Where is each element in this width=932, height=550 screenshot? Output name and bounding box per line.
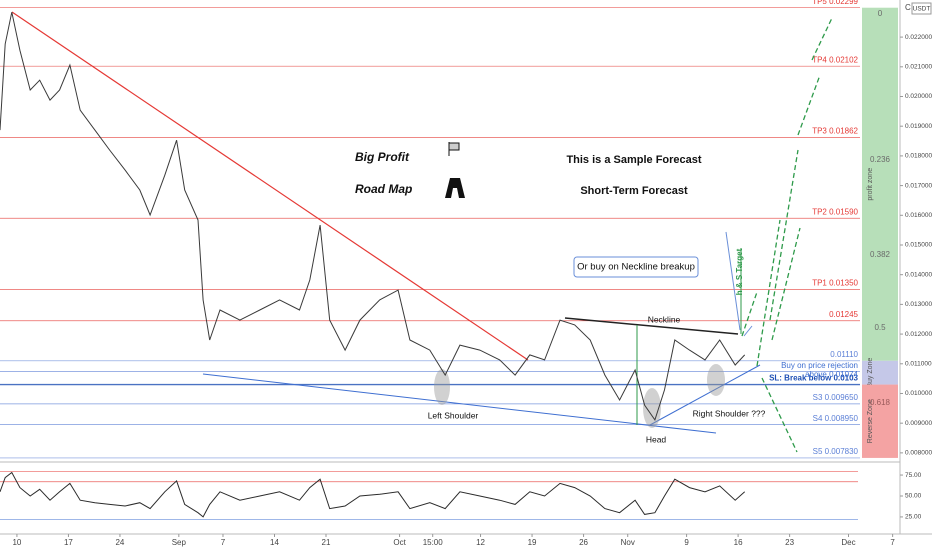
level-label: S3 0.009650 xyxy=(813,393,859,402)
y-tick-label: 75.00 xyxy=(905,472,922,479)
level-label: TP4 0.02102 xyxy=(812,55,858,64)
annotation: This is a Sample Forecast xyxy=(566,154,701,166)
level-label: TP1 0.01350 xyxy=(812,279,858,288)
x-tick-label: 16 xyxy=(734,538,743,547)
level-label: S4 0.008950 xyxy=(813,414,859,423)
x-tick-label: 12 xyxy=(476,538,485,547)
x-tick-label: 9 xyxy=(684,538,689,547)
x-tick-label: Nov xyxy=(621,538,635,547)
forecast-arrows xyxy=(741,17,833,453)
y-tick-label: 0.014000 xyxy=(905,271,932,278)
fib-label: 0.5 xyxy=(874,323,886,332)
level-label: 0.01110 xyxy=(830,350,858,359)
x-tick-label: 10 xyxy=(12,538,21,547)
y-tick-label: 0.021000 xyxy=(905,64,932,71)
price-plot: 0.008000 0.009000 0.010000 0.011000 0.012000… xyxy=(0,12,932,547)
right-shoulder-shape xyxy=(707,364,725,396)
y-tick-label: 25.00 xyxy=(905,514,922,521)
left-shoulder-shape xyxy=(434,369,450,405)
x-tick-label: 15:00 xyxy=(423,538,444,547)
currency-label: C xyxy=(905,3,911,12)
x-tick-label: 21 xyxy=(322,538,331,547)
annotation: Right Shoulder ??? xyxy=(693,408,766,418)
y-tick-label: 0.016000 xyxy=(905,212,932,219)
x-tick-label: 17 xyxy=(64,538,73,547)
levels: TP5 0.02299 TP4 0.02102 TP3 0.01862 TP2 0.0… xyxy=(0,0,860,459)
neckline xyxy=(564,317,739,335)
x-tick-label: 26 xyxy=(579,538,588,547)
annotation: Short-Term Forecast xyxy=(580,185,688,197)
fib-label: 0.236 xyxy=(870,155,891,164)
annotation: Road Map xyxy=(355,182,412,196)
x-tick-label: 19 xyxy=(528,538,537,547)
road-icon xyxy=(445,178,465,198)
x-tick-label: 24 xyxy=(115,538,124,547)
downtrend-line xyxy=(11,11,529,361)
y-tick-label: 0.010000 xyxy=(905,390,932,397)
level-label: TP2 0.01590 xyxy=(812,207,858,216)
x-tick-label: Dec xyxy=(841,538,855,547)
rsi-plot: 75.00 50.00 25.00 xyxy=(0,471,922,521)
zone-label: Buy Zone xyxy=(867,358,874,388)
y-tick-label: 0.015000 xyxy=(905,242,932,249)
arrow xyxy=(761,377,798,453)
fib-label: 0.382 xyxy=(870,250,891,259)
y-tick-label: 50.00 xyxy=(905,493,922,500)
x-tick-label: Oct xyxy=(393,538,406,547)
level-label: S5 0.007830 xyxy=(813,447,859,456)
level-label: TP3 0.01862 xyxy=(812,127,858,136)
callout-box xyxy=(573,256,699,278)
currency: USDT xyxy=(913,6,931,13)
y-tick-label: 0.008000 xyxy=(905,450,932,457)
y-tick-label: 0.013000 xyxy=(905,301,932,308)
price-line xyxy=(0,471,746,518)
zone xyxy=(862,7,898,361)
arrow xyxy=(797,74,821,136)
zone xyxy=(862,360,898,385)
y-tick-label: 0.012000 xyxy=(905,331,932,338)
x-tick-label: 23 xyxy=(785,538,794,547)
buy-note: Buy on price rejection xyxy=(781,361,858,370)
zone-label: profit zone xyxy=(867,168,874,201)
y-tick-label: 0.017000 xyxy=(905,182,932,189)
y-tick-label: 0.020000 xyxy=(905,93,932,100)
annotation: h & S Target xyxy=(735,248,744,295)
zones: profit zone Buy Zone Reverse Zone xyxy=(862,7,898,458)
annotation: Left Shoulder xyxy=(428,410,479,420)
arrow xyxy=(769,149,799,321)
y-tick-label: 0.009000 xyxy=(905,420,932,427)
level-label: 0.01245 xyxy=(829,310,858,319)
currency-box xyxy=(911,2,932,15)
y-tick-label: 0.019000 xyxy=(905,123,932,130)
annotation: Head xyxy=(646,434,667,444)
x-tick-label: 14 xyxy=(270,538,279,547)
annotation: Big Profit xyxy=(355,150,410,164)
arrow xyxy=(756,219,781,367)
fib-label: 0 xyxy=(878,9,883,18)
zone xyxy=(862,384,898,458)
x-tick-label: Sep xyxy=(172,538,187,547)
zone-label: Reverse Zone xyxy=(867,399,874,443)
buy-note: above 0.01074 xyxy=(805,370,858,379)
arrow xyxy=(771,227,801,341)
head-shape xyxy=(643,388,661,428)
fib-label: 0.618 xyxy=(870,398,891,407)
price-line xyxy=(0,12,746,422)
lower-trend-line xyxy=(202,373,717,434)
x-tick-label: 7 xyxy=(890,538,895,547)
y-tick-label: 0.011000 xyxy=(905,360,932,367)
level-label: TP5 0.02299 xyxy=(812,0,858,6)
y-tick-label: 0.022000 xyxy=(905,34,932,41)
y-tick-label: 0.018000 xyxy=(905,153,932,160)
level-label: SL: Break below 0.0103 xyxy=(769,374,858,383)
right-trend-line xyxy=(649,364,761,426)
annotation: Neckline xyxy=(648,314,681,324)
flag-icon xyxy=(448,142,460,156)
x-tick-label: 7 xyxy=(221,538,226,547)
annotation: Or buy on Neckline breakup xyxy=(577,262,695,273)
callout-line xyxy=(725,231,753,337)
